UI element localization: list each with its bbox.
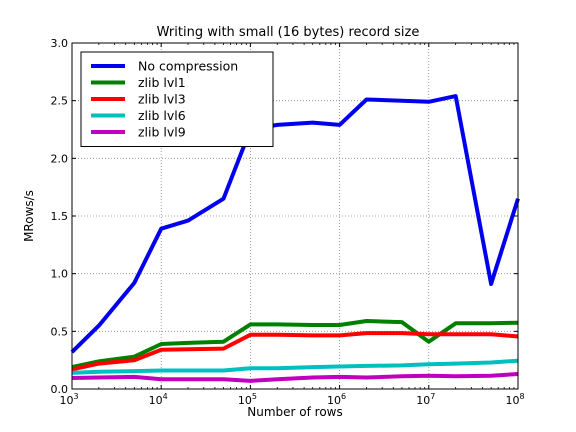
legend-entry: zlib lvl1	[138, 75, 186, 90]
x-tick-label: 108	[505, 392, 524, 407]
series-line-zlib-lvl9	[71, 372, 519, 383]
x-tick-label: 105	[238, 392, 257, 407]
axis-ticks: 103 104 105 106 107 108 0.0 0.5 1.0 1.5 2.0 2.5 3.0	[51, 37, 525, 407]
legend-entry: zlib lvl6	[138, 108, 186, 123]
y-axis-label: MRows/s	[22, 190, 36, 242]
y-tick-label: 0.5	[51, 325, 69, 338]
x-tick-label: 103	[59, 392, 78, 407]
legend-entry: zlib lvl9	[138, 125, 186, 140]
series-lines	[70, 94, 520, 383]
x-tick-label: 107	[416, 392, 435, 407]
x-tick-label: 106	[327, 392, 346, 407]
series-line-zlib-lvl3	[71, 331, 519, 372]
y-tick-label: 2.0	[51, 152, 69, 165]
chart-title: Writing with small (16 bytes) record siz…	[157, 25, 420, 40]
y-tick-label: 1.0	[51, 268, 69, 281]
x-tick-label: 104	[149, 392, 168, 407]
legend-entry: zlib lvl3	[138, 92, 186, 107]
y-tick-label: 1.5	[51, 210, 69, 223]
legend-entry: No compression	[138, 59, 238, 74]
y-tick-label: 3.0	[51, 37, 69, 50]
series-line-no-compression	[70, 94, 520, 354]
series-line-zlib-lvl6	[71, 358, 519, 375]
y-tick-label: 2.5	[51, 95, 69, 108]
x-axis-label: Number of rows	[247, 405, 342, 419]
y-tick-label: 0.0	[51, 383, 69, 396]
